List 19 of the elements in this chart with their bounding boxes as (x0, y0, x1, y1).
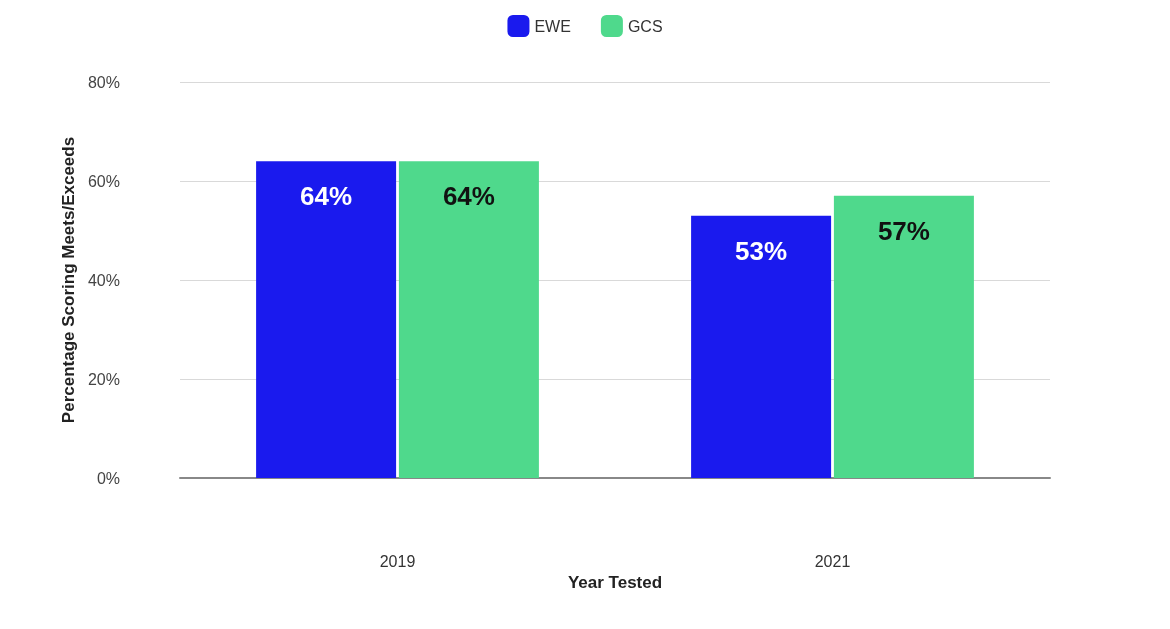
y-axis-title: Percentage Scoring Meets/Exceeds (59, 136, 79, 424)
y-tick-label: 20% (87, 370, 120, 388)
y-tick-label: 40% (87, 271, 120, 289)
data-label: 53% (735, 235, 788, 266)
y-tick-label: 0% (96, 469, 120, 487)
bar (256, 161, 397, 478)
bar (398, 161, 539, 478)
x-axis-title: Year Tested (567, 572, 663, 592)
bar (691, 215, 832, 478)
data-label: 64% (442, 181, 495, 212)
y-tick-label: 60% (87, 172, 120, 190)
y-tick-label: 80% (87, 73, 120, 91)
legend-label: GCS (627, 17, 663, 35)
bar (833, 195, 974, 478)
data-label: 64% (300, 181, 353, 212)
data-label: 57% (877, 215, 930, 246)
x-tick-label: 2019 (379, 552, 416, 570)
legend-label: EWE (534, 17, 571, 35)
x-tick-label: 2021 (814, 552, 851, 570)
